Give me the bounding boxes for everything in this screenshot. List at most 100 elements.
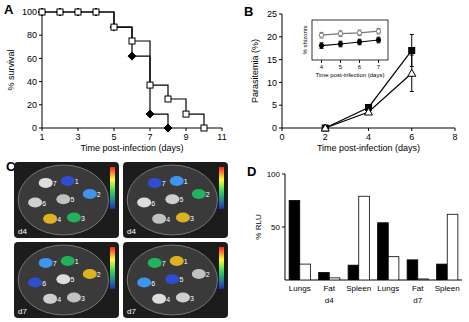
error-bar [358,30,362,36]
bar [289,201,300,281]
panel-background [14,242,119,318]
panel-day: d4 [18,227,27,236]
organ-number: 3 [190,215,194,222]
organ [152,294,166,304]
x-tick-label: Spleen [435,284,460,293]
x-tick-label: Lungs [377,284,399,293]
marker [408,69,416,76]
x-tick [378,60,379,63]
marker [93,9,99,15]
marker [164,124,172,132]
x-axis-label: Time post-infection (days) [316,72,385,78]
y-tick [39,104,42,105]
organ [83,269,97,279]
group-label: d7 [413,296,422,305]
organ-number: 5 [70,196,74,203]
y-tick-label: 40 [27,77,37,87]
marker [376,38,380,42]
y-tick [279,59,282,60]
organ-number: 5 [179,276,183,283]
x-tick-label: 6 [358,64,362,70]
x-tick-label: 8 [452,132,457,142]
series-line [322,31,379,35]
organ-number: 7 [53,260,57,267]
marker [365,108,373,115]
organ [28,198,42,208]
bar [447,214,458,280]
x-tick-label: 5 [339,64,343,70]
organ-number: 5 [70,276,74,283]
y-tick [279,128,282,129]
x-tick-label: 4 [320,64,324,70]
panel-letter: B [244,4,253,19]
marker [147,82,153,88]
x-tick-label: Fat [412,284,424,293]
x-tick [222,128,223,131]
error-bar [320,43,324,49]
marker [165,96,171,102]
x-tick [340,60,341,63]
x-tick-label: 3 [75,132,80,142]
color-scale [110,167,115,209]
group-label: d4 [325,296,334,305]
marker [338,31,342,35]
marker [110,23,118,31]
bar [407,260,418,280]
y-tick-label: 50 [271,223,280,232]
y-tick-label: 60 [27,54,37,64]
organ [148,258,162,268]
x-tick [359,60,360,63]
marker [74,8,82,16]
series-line [42,12,204,128]
organ [137,198,151,208]
bar [359,196,370,280]
organ [56,194,70,204]
y-tick-label: 25 [267,9,277,19]
marker [129,38,135,44]
marker [146,110,154,118]
x-tick-label: Spleen [346,284,371,293]
series-line [325,50,412,128]
organ-number: 4 [166,296,170,303]
plot-area [319,28,380,48]
y-tick [279,36,282,37]
y-tick [39,81,42,82]
y-tick [39,128,42,129]
panel-letter: A [4,2,14,17]
x-tick [411,128,412,131]
image-panel: 1234567d7 [14,242,119,318]
error-bar [358,39,362,45]
organ-number: 4 [57,296,61,303]
panel-day: d7 [127,307,136,316]
y-tick-label: 5 [272,100,277,110]
organ-number: 6 [42,280,46,287]
organ [67,213,81,223]
x-tick-label: 7 [377,64,381,70]
y-axis-label: Parasitemia (%) [250,39,260,103]
marker [409,47,415,53]
color-scale [219,167,224,209]
organ-number: 7 [53,180,57,187]
organ [67,293,81,303]
color-scale [110,247,115,289]
organ-number: 3 [190,295,194,302]
plot-area [289,196,458,280]
organ-number: 4 [57,216,61,223]
error-bar [339,31,343,37]
organ [28,278,42,288]
marker [57,9,63,15]
x-tick-label: 0 [279,132,284,142]
y-tick [39,35,42,36]
organ [61,176,75,186]
marker [319,43,323,47]
marker [338,42,342,46]
organ-number: 2 [97,191,101,198]
marker [322,125,328,131]
x-tick-label: 9 [183,132,188,142]
panel-background [14,162,119,238]
dish [127,165,217,235]
plot-area [38,8,207,132]
organ-number: 1 [184,178,188,185]
x-tick-label: Fat [323,284,335,293]
y-axis-label: % shizonts [302,25,308,54]
